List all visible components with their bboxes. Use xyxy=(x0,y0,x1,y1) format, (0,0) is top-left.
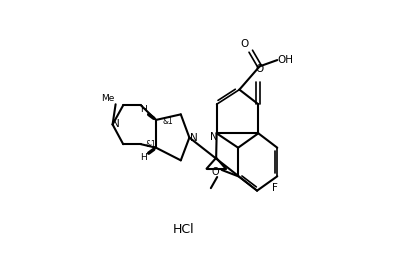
Text: OH: OH xyxy=(277,55,293,65)
Text: Me: Me xyxy=(101,94,115,103)
Text: O: O xyxy=(211,167,219,177)
Text: O: O xyxy=(256,65,264,74)
Text: &1: &1 xyxy=(162,117,173,126)
Text: HCl: HCl xyxy=(173,223,195,236)
Text: &1: &1 xyxy=(145,140,156,149)
Text: N: N xyxy=(210,132,218,142)
Text: O: O xyxy=(241,39,249,49)
Text: N: N xyxy=(189,133,197,142)
Text: H: H xyxy=(141,153,147,162)
Text: N: N xyxy=(112,119,120,130)
Text: H: H xyxy=(141,105,147,114)
Text: F: F xyxy=(272,183,278,193)
